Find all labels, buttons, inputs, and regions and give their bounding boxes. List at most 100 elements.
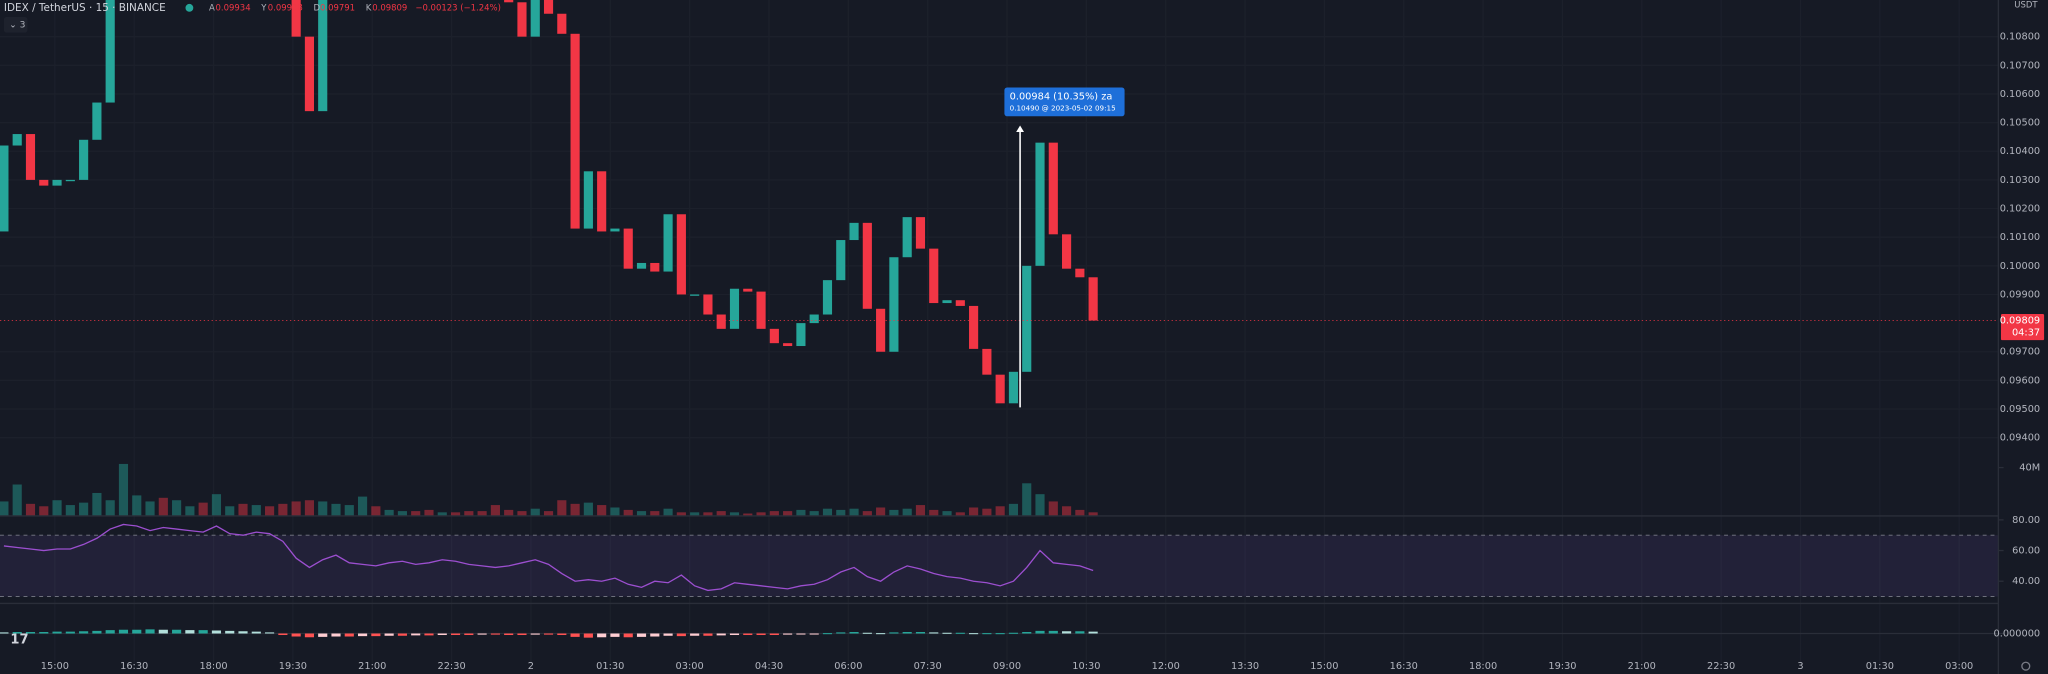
y-tick-label: 60.00: [2012, 546, 2040, 557]
volume-bar: [1088, 512, 1098, 516]
time-label: 21:00: [358, 661, 386, 672]
candle-body: [1022, 265, 1032, 372]
time-label: 13:30: [1231, 661, 1259, 672]
rsi-line: [3, 523, 1094, 592]
volume-bar: [915, 505, 926, 516]
candle-body: [915, 217, 926, 249]
y-tick-label: 80.00: [2012, 515, 2040, 526]
candle-body: [291, 0, 301, 37]
macd-bar: [517, 633, 527, 636]
candle-body: [902, 217, 912, 258]
candle-body: [636, 262, 647, 269]
macd-bar: [238, 631, 248, 634]
candle-body: [597, 171, 607, 232]
volume-bar: [583, 502, 593, 516]
macd-bar: [1008, 632, 1019, 634]
volume-bar: [384, 509, 394, 516]
volume-bar: [118, 463, 129, 516]
candle-body: [610, 228, 620, 232]
macd-bar: [1088, 631, 1098, 634]
volume-bar: [411, 511, 421, 516]
time-label: 01:30: [596, 661, 624, 672]
macd-bar: [185, 630, 195, 634]
candle-body: [105, 0, 115, 103]
volume-bar: [52, 500, 62, 516]
volume-bar: [636, 511, 647, 516]
candle-body: [318, 0, 328, 112]
candle-body: [756, 291, 766, 329]
status-dot[interactable]: [185, 3, 194, 12]
macd-bar: [265, 632, 275, 634]
line-pane: [0, 523, 1999, 597]
y-tick-label: 0.09600: [2000, 375, 2040, 386]
macd-bar: [371, 633, 381, 637]
y-tick-label: 0.10600: [2000, 89, 2040, 100]
y-tick-label: 0.10200: [2000, 204, 2040, 215]
volume-bar: [238, 503, 248, 516]
volume-bar: [158, 497, 168, 516]
volume-bar: [371, 506, 381, 516]
volume-bar: [889, 509, 899, 516]
macd-bar: [504, 633, 514, 636]
candle-body: [543, 0, 554, 14]
time-label: 03:00: [676, 661, 704, 672]
symbol-title: IDEX / TetherUS · 15 · BINANCE: [4, 2, 166, 14]
volume-bar: [437, 512, 447, 516]
time-label: 06:00: [834, 661, 862, 672]
volume-bar: [344, 505, 354, 516]
time-label: 2: [528, 661, 534, 672]
volume-bar: [251, 505, 261, 516]
candle-body: [1048, 142, 1058, 235]
candle-body: [849, 222, 859, 241]
candle-body: [504, 0, 514, 3]
volume-bar: [304, 500, 315, 516]
macd-bar: [729, 633, 740, 636]
candle-body: [1062, 234, 1072, 269]
volume-bar: [570, 503, 580, 516]
macd-bar: [25, 632, 36, 634]
time-label: 16:30: [120, 661, 148, 672]
candle-body: [65, 179, 75, 182]
y-tick-label: 0.10100: [2000, 232, 2040, 243]
macd-bar: [278, 633, 288, 636]
macd-bar: [570, 633, 580, 637]
macd-bar: [92, 630, 102, 634]
volume-bar: [1048, 501, 1058, 516]
macd-bar: [39, 632, 49, 634]
candle-body: [862, 222, 872, 309]
volume-bar: [783, 511, 793, 516]
y-tick-label: 0.09500: [2000, 404, 2040, 415]
settings-icon[interactable]: [2021, 661, 2031, 671]
y-tick-label: 0.10800: [2000, 32, 2040, 43]
macd-bar: [902, 632, 912, 634]
measure-sublabel: 0.10490 @ 2023-05-02 09:15: [1010, 103, 1116, 112]
volume-bar: [543, 511, 554, 516]
candle-body: [929, 248, 939, 304]
y-tick-label: 0.10500: [2000, 118, 2040, 129]
volume-bar: [291, 501, 301, 516]
volume-bar: [490, 505, 500, 516]
time-label: 21:00: [1628, 661, 1656, 672]
ohlc-legend: A 0.09934 Y 0.09938 D 0.09791 K 0.09809 −0.00123…: [209, 3, 501, 13]
rsi-band: [0, 535, 1999, 597]
candle-body: [583, 171, 593, 229]
macd-bar: [477, 633, 487, 635]
macd-bar: [357, 633, 368, 637]
volume-bar: [1075, 509, 1085, 516]
grid: 15:00 16:30 18:00 19:30 21:00 22:30 2 01:30 03:0…: [40, 466, 2004, 673]
candle-body: [92, 102, 102, 140]
macd-bar: [65, 631, 75, 634]
measure-box: [1004, 87, 1125, 117]
candle-body: [530, 0, 540, 37]
volume-bar: [39, 506, 49, 516]
indicator-toggle[interactable]: [3, 16, 28, 33]
candle-body: [783, 343, 793, 347]
change: −0.00123 (−1.24%): [415, 3, 501, 13]
tv-logo[interactable]: 17: [10, 633, 28, 648]
last-price-box: [2000, 314, 2045, 341]
macd-bar: [769, 633, 779, 636]
histogram-pane: [0, 629, 1999, 638]
macd-bar: [0, 632, 9, 634]
time-label: 18:00: [199, 661, 227, 672]
volume-bar: [318, 501, 328, 516]
